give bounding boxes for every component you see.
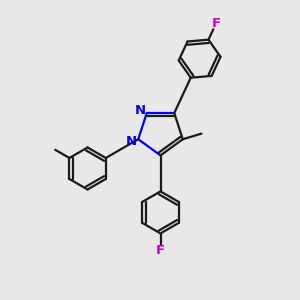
Text: F: F: [211, 17, 220, 30]
Text: N: N: [135, 104, 146, 117]
Text: N: N: [126, 135, 137, 148]
Text: F: F: [156, 244, 165, 257]
